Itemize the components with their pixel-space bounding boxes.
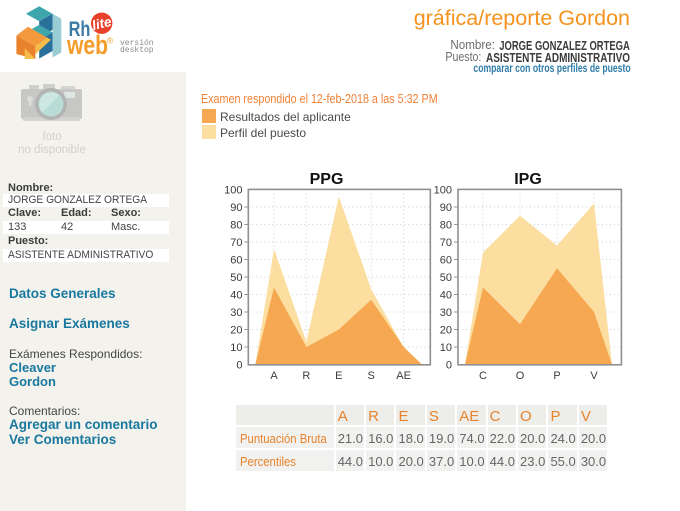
- svg-text:P: P: [553, 370, 560, 382]
- svg-text:70: 70: [440, 237, 452, 249]
- svg-text:40: 40: [440, 289, 452, 301]
- svg-text:60: 60: [230, 254, 242, 266]
- svg-text:70: 70: [230, 237, 242, 249]
- svg-text:50: 50: [440, 272, 452, 284]
- svg-text:40: 40: [230, 289, 242, 301]
- svg-text:web: web: [66, 31, 108, 61]
- svg-text:AE: AE: [396, 370, 411, 382]
- svg-text:R: R: [302, 370, 310, 382]
- svg-text:90: 90: [230, 202, 242, 214]
- svg-text:80: 80: [230, 219, 242, 231]
- svg-text:®: ®: [107, 36, 114, 46]
- svg-text:10: 10: [230, 342, 242, 354]
- svg-text:IPG: IPG: [514, 171, 542, 188]
- svg-text:A: A: [270, 370, 278, 382]
- svg-text:80: 80: [440, 219, 452, 231]
- svg-text:Rh: Rh: [69, 18, 91, 42]
- svg-text:20: 20: [230, 324, 242, 336]
- svg-text:S: S: [368, 370, 375, 382]
- svg-text:PPG: PPG: [310, 171, 344, 188]
- svg-text:30: 30: [230, 307, 242, 319]
- svg-text:lite: lite: [90, 14, 113, 33]
- svg-text:E: E: [335, 370, 342, 382]
- svg-text:C: C: [479, 370, 487, 382]
- svg-text:30: 30: [440, 307, 452, 319]
- svg-text:50: 50: [230, 272, 242, 284]
- svg-text:60: 60: [440, 254, 452, 266]
- svg-text:O: O: [516, 370, 525, 382]
- svg-text:0: 0: [236, 359, 242, 371]
- svg-text:versión: versión: [120, 39, 154, 48]
- svg-text:100: 100: [434, 184, 452, 196]
- svg-text:20: 20: [440, 324, 452, 336]
- svg-text:100: 100: [224, 184, 242, 196]
- svg-text:90: 90: [440, 202, 452, 214]
- svg-text:10: 10: [440, 342, 452, 354]
- svg-text:0: 0: [446, 359, 452, 371]
- svg-text:V: V: [590, 370, 598, 382]
- svg-text:desktop: desktop: [120, 46, 154, 55]
